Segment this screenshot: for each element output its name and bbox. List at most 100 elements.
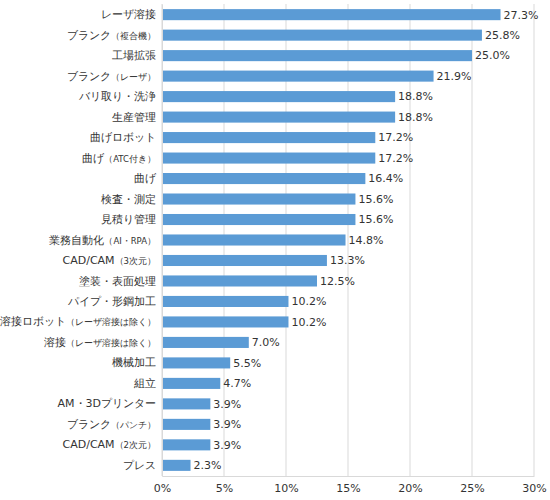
tick: 5% bbox=[216, 476, 233, 495]
tick: AM・3Dプリンター bbox=[58, 397, 162, 410]
tick: 生産管理 bbox=[112, 111, 162, 124]
category-label: 溶接ロボット（レーザ溶接は除く） bbox=[0, 315, 156, 328]
tick: 曲げロボット bbox=[90, 131, 162, 144]
category-label: パイプ・形鋼加工 bbox=[67, 295, 156, 308]
bars bbox=[162, 9, 501, 471]
tick: ブランク（レーザ） bbox=[67, 70, 162, 83]
label-part: プレス bbox=[123, 459, 156, 472]
tick: 機械加工 bbox=[112, 356, 162, 369]
data-label: 18.8% bbox=[398, 111, 433, 124]
bar bbox=[162, 398, 210, 409]
grid-line bbox=[534, 4, 535, 476]
data-label: 15.6% bbox=[358, 213, 393, 226]
label-part: CAD/CAM bbox=[63, 438, 115, 451]
category-label: レーザ溶接 bbox=[101, 8, 156, 21]
bar bbox=[162, 132, 375, 143]
label-part: （レーザ） bbox=[111, 72, 156, 82]
tick: CAD/CAM（3次元） bbox=[63, 254, 163, 267]
category-label: 曲げロボット bbox=[90, 131, 156, 144]
label-part: 機械加工 bbox=[112, 356, 156, 369]
label-part: 工場拡張 bbox=[112, 49, 156, 62]
data-label: 3.9% bbox=[213, 418, 241, 431]
tick: 0% bbox=[154, 476, 171, 495]
y-axis: レーザ溶接ブランク（複合機）工場拡張ブランク（レーザ）バリ取り・洗浄生産管理曲げ… bbox=[0, 5, 163, 477]
tick: CAD/CAM（2次元） bbox=[63, 438, 163, 451]
category-label: 業務自動化（AI・RPA） bbox=[49, 234, 156, 247]
category-label: ブランク（パンチ） bbox=[67, 418, 156, 431]
chart: 27.3%25.8%25.0%21.9%18.8%18.8%17.2%17.2%… bbox=[0, 0, 550, 500]
axis-line bbox=[163, 476, 535, 477]
tick: レーザ溶接 bbox=[101, 8, 162, 21]
tick-label: 25% bbox=[460, 482, 484, 495]
grid-line bbox=[162, 4, 163, 476]
tick: 曲げ（ATC付き） bbox=[82, 152, 162, 165]
bar bbox=[162, 193, 355, 204]
label-part: パイプ・形鋼加工 bbox=[67, 295, 156, 308]
data-label: 18.8% bbox=[398, 90, 433, 103]
tick-label: 5% bbox=[216, 482, 233, 495]
category-label: CAD/CAM（3次元） bbox=[63, 254, 157, 267]
tick: 見積り管理 bbox=[101, 213, 162, 226]
category-label: プレス bbox=[123, 459, 156, 472]
data-label: 13.3% bbox=[330, 254, 365, 267]
bar bbox=[162, 316, 288, 327]
category-label: バリ取り・洗浄 bbox=[78, 90, 156, 103]
category-label: 溶接（レーザ溶接は除く） bbox=[44, 336, 156, 349]
bar bbox=[162, 439, 210, 450]
tick-label: 0% bbox=[154, 482, 171, 495]
bar bbox=[162, 9, 501, 20]
data-label: 7.0% bbox=[252, 336, 280, 349]
tick: ブランク（複合機） bbox=[67, 29, 162, 42]
tick: 溶接ロボット（レーザ溶接は除く） bbox=[0, 315, 162, 328]
data-labels: 27.3%25.8%25.0%21.9%18.8%18.8%17.2%17.2%… bbox=[194, 9, 539, 473]
label-part: 見積り管理 bbox=[101, 213, 156, 226]
label-part: ブランク bbox=[67, 29, 111, 42]
data-label: 10.2% bbox=[291, 295, 326, 308]
data-label: 2.3% bbox=[194, 459, 222, 472]
data-label: 4.7% bbox=[223, 377, 251, 390]
label-part: 生産管理 bbox=[112, 111, 156, 124]
bar bbox=[162, 214, 355, 225]
tick-label: 10% bbox=[274, 482, 298, 495]
data-label: 3.9% bbox=[213, 439, 241, 452]
plot: 27.3%25.8%25.0%21.9%18.8%18.8%17.2%17.2%… bbox=[0, 4, 547, 495]
label-part: （パンチ） bbox=[111, 420, 156, 430]
category-label: 機械加工 bbox=[112, 356, 156, 369]
tick-label: 15% bbox=[336, 482, 360, 495]
label-part: （レーザ溶接は除く） bbox=[66, 317, 156, 327]
tick: 25% bbox=[460, 476, 484, 495]
tick: 検査・測定 bbox=[101, 193, 162, 206]
tick: バリ取り・洗浄 bbox=[78, 90, 162, 103]
bar bbox=[162, 255, 327, 266]
data-label: 25.8% bbox=[485, 29, 520, 42]
label-part: 曲げ bbox=[134, 172, 157, 185]
tick: 工場拡張 bbox=[112, 49, 162, 62]
label-part: 検査・測定 bbox=[101, 193, 156, 206]
label-part: （複合機） bbox=[111, 31, 156, 41]
label-part: 組立 bbox=[133, 377, 156, 390]
tick: 20% bbox=[398, 476, 422, 495]
tick: 曲げ bbox=[134, 172, 162, 185]
tick: 塗装・表面処理 bbox=[79, 274, 162, 287]
grid-line bbox=[472, 4, 473, 476]
data-label: 17.2% bbox=[378, 152, 413, 165]
tick: ブランク（パンチ） bbox=[67, 418, 162, 431]
tick: 30% bbox=[522, 476, 546, 495]
bar bbox=[162, 234, 346, 245]
x-axis: 0% 5% 10% 15% 20% 25% 30% bbox=[154, 476, 547, 495]
label-part: 溶接 bbox=[44, 336, 66, 349]
category-label: 塗装・表面処理 bbox=[79, 274, 156, 287]
label-part: バリ取り・洗浄 bbox=[78, 90, 156, 103]
category-label: 検査・測定 bbox=[101, 193, 156, 206]
category-label: 見積り管理 bbox=[101, 213, 156, 226]
bar bbox=[162, 71, 434, 82]
bar bbox=[162, 419, 210, 430]
data-label: 27.3% bbox=[504, 9, 539, 22]
data-label: 25.0% bbox=[475, 49, 510, 62]
label-part: （ATC付き） bbox=[104, 154, 156, 164]
data-label: 14.8% bbox=[349, 234, 384, 247]
tick: 15% bbox=[336, 476, 360, 495]
category-label: ブランク（レーザ） bbox=[67, 70, 156, 83]
label-part: （レーザ溶接は除く） bbox=[66, 338, 156, 348]
category-label: CAD/CAM（2次元） bbox=[63, 438, 157, 451]
